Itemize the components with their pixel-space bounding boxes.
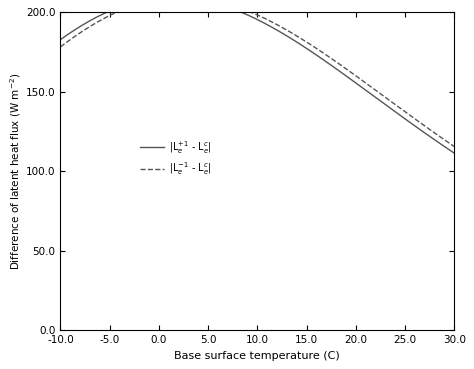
|L$_e^{-1}$ - L$_e^c$| xyxy=(248,10,254,14)
|L$_e^{-1}$ - L$_e^c$| xyxy=(246,9,251,13)
|L$_e^{+1}$ - L$_e^c$| xyxy=(246,13,251,17)
|L$_e^{+1}$ - L$_e^c$| xyxy=(443,145,448,149)
|L$_e^{+1}$ - L$_e^c$| xyxy=(293,39,299,44)
|L$_e^{-1}$ - L$_e^c$| xyxy=(57,45,63,49)
Line: |L$_e^{-1}$ - L$_e^c$|: |L$_e^{-1}$ - L$_e^c$| xyxy=(60,0,454,146)
Line: |L$_e^{+1}$ - L$_e^c$|: |L$_e^{+1}$ - L$_e^c$| xyxy=(60,0,454,153)
|L$_e^{-1}$ - L$_e^c$| xyxy=(272,21,277,25)
|L$_e^{-1}$ - L$_e^c$| xyxy=(443,138,448,143)
|L$_e^{+1}$ - L$_e^c$| xyxy=(248,14,254,18)
|L$_e^{-1}$ - L$_e^c$| xyxy=(381,94,387,99)
|L$_e^{+1}$ - L$_e^c$| xyxy=(451,151,457,155)
|L$_e^{-1}$ - L$_e^c$| xyxy=(451,144,457,149)
|L$_e^{+1}$ - L$_e^c$| xyxy=(381,101,387,106)
|L$_e^{+1}$ - L$_e^c$| xyxy=(272,26,277,31)
X-axis label: Base surface temperature (C): Base surface temperature (C) xyxy=(174,351,340,361)
Y-axis label: Difference of latent heat flux (W m$^{-2}$): Difference of latent heat flux (W m$^{-2… xyxy=(9,73,23,270)
Legend: |L$_e^{+1}$ - L$_e^c$|, |L$_e^{-1}$ - L$_e^c$|: |L$_e^{+1}$ - L$_e^c$|, |L$_e^{-1}$ - L$… xyxy=(136,135,216,181)
|L$_e^{-1}$ - L$_e^c$| xyxy=(293,33,299,37)
|L$_e^{+1}$ - L$_e^c$| xyxy=(57,37,63,42)
